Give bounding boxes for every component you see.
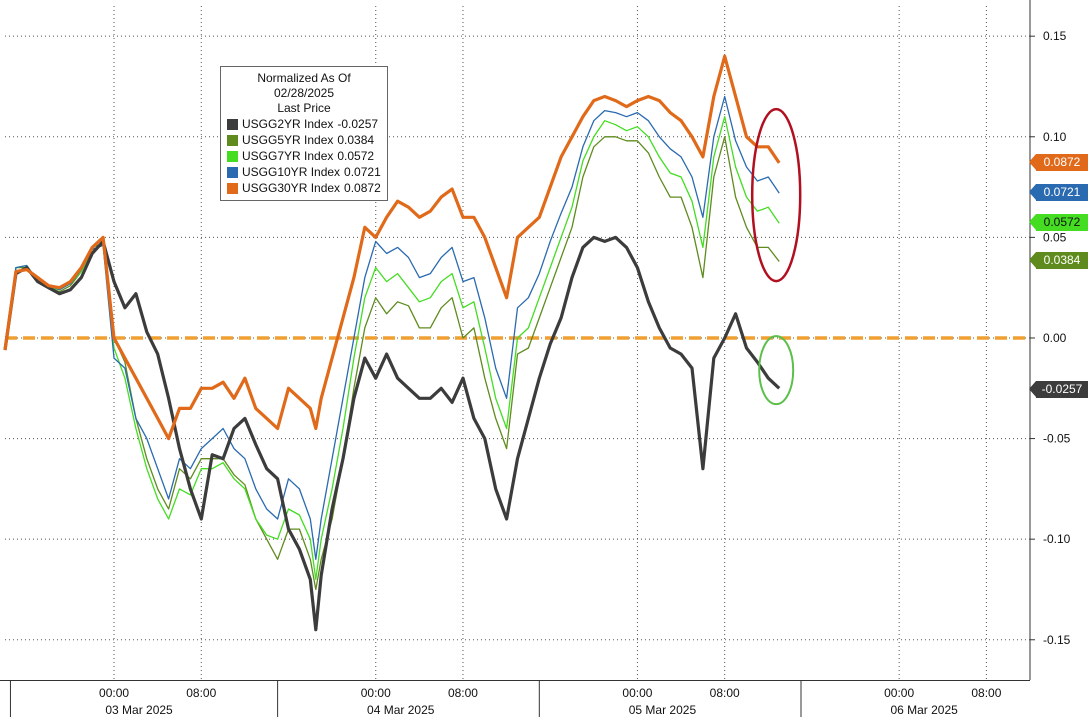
legend-entry: USGG30YR Index 0.0872 (227, 180, 381, 196)
x-date-label: 06 Mar 2025 (890, 703, 958, 717)
series-line-usgg30yr (3, 54, 781, 441)
legend-series-value: 0.0721 (344, 165, 381, 179)
y-tick-label: -0.10 (1043, 532, 1071, 546)
legend-series-name: USGG2YR Index (242, 117, 334, 131)
legend-swatch (227, 134, 238, 146)
annotations (750, 107, 802, 406)
legend-series-name: USGG5YR Index (242, 133, 334, 147)
legend-subtitle: Last Price (277, 101, 331, 115)
legend-entry: USGG2YR Index -0.0257 (227, 116, 381, 132)
x-time-label: 08:00 (186, 686, 216, 700)
last-price-tag: 0.0872 (1029, 154, 1088, 172)
x-time-label: 00:00 (622, 686, 652, 700)
legend-series-value: 0.0872 (344, 181, 381, 195)
x-date-label: 05 Mar 2025 (629, 703, 697, 717)
x-time-label: 08:00 (448, 686, 478, 700)
y-tick-label: -0.05 (1043, 432, 1071, 446)
y-tick-label: 0.00 (1043, 331, 1067, 345)
x-time-label: 00:00 (99, 686, 129, 700)
legend-series-name: USGG30YR Index (242, 181, 341, 195)
series-line-usgg10yr (4, 95, 780, 560)
legend-series-value: 0.0384 (337, 133, 375, 147)
legend-series-value: -0.0257 (337, 117, 379, 131)
x-date-label: 03 Mar 2025 (105, 703, 173, 717)
series-line-usgg7yr (4, 116, 780, 581)
y-tick-label: 0.10 (1043, 130, 1067, 144)
x-date-label: 04 Mar 2025 (367, 703, 435, 717)
legend-series-name: USGG10YR Index (242, 165, 341, 179)
legend-entry: USGG7YR Index 0.0572 (227, 148, 381, 164)
legend-swatch (227, 150, 238, 162)
annotation-ellipse-green (758, 335, 795, 406)
y-axis: 0.15 0.10 0.05 0.00 -0.05 -0.10 -0.15 (1030, 29, 1071, 647)
y-tick-label: 0.05 (1043, 230, 1067, 244)
legend-swatch (227, 118, 238, 130)
legend-title: Normalized As Of 02/28/2025 (257, 71, 351, 100)
annotation-ellipse-red (750, 107, 802, 283)
legend: Normalized As Of 02/28/2025 Last Price U… (220, 66, 388, 201)
x-time-label: 00:00 (361, 686, 391, 700)
legend-series-name: USGG7YR Index (242, 149, 334, 163)
series-line-usgg2yr (3, 235, 781, 632)
x-time-label: 08:00 (971, 686, 1001, 700)
x-axis: 00:00 08:00 00:00 08:00 00:00 08:00 00:00 08:00… (99, 686, 1002, 717)
last-price-tag: 0.0721 (1029, 184, 1088, 202)
last-price-tag: 0.0572 (1029, 214, 1088, 232)
legend-entry: USGG10YR Index 0.0721 (227, 164, 381, 180)
last-price-tag: -0.0257 (1029, 381, 1088, 399)
x-time-label: 00:00 (884, 686, 914, 700)
day-separators (9, 680, 802, 717)
y-tick-label: -0.15 (1043, 633, 1071, 647)
legend-swatch (227, 166, 238, 178)
x-time-label: 08:00 (710, 686, 740, 700)
legend-entry: USGG5YR Index 0.0384 (227, 132, 381, 148)
legend-swatch (227, 182, 238, 194)
last-price-tag: 0.0384 (1029, 252, 1088, 270)
y-tick-label: 0.15 (1043, 29, 1067, 43)
legend-series-value: 0.0572 (337, 149, 375, 163)
grid (0, 0, 1031, 681)
series-lines (3, 54, 781, 632)
